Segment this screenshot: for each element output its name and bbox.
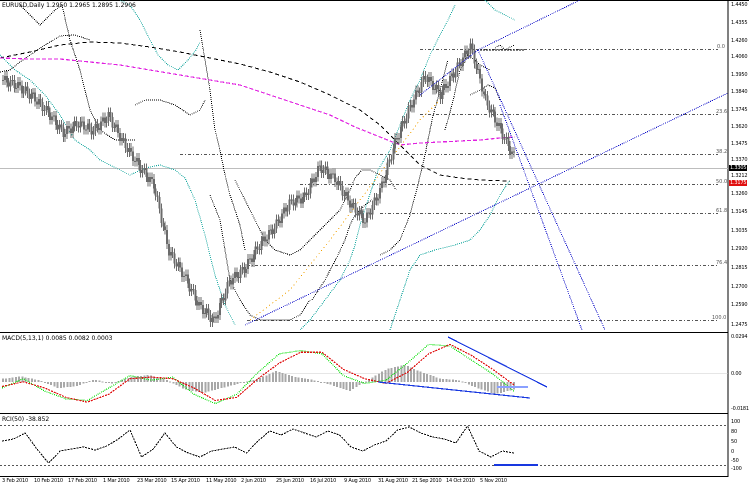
bollinger-outer xyxy=(0,0,516,331)
macd-divergence-lines xyxy=(377,336,548,399)
date-tick: 11 May 2010 xyxy=(206,478,237,484)
signal-line xyxy=(1,343,515,403)
date-tick: 9 Aug 2010 xyxy=(344,478,371,484)
date-tick: 31 Aug 2010 xyxy=(378,478,408,484)
rci-title: RCI(50) -38.852 xyxy=(2,416,50,423)
price-tick: 1.2920 xyxy=(731,246,748,252)
rsi-levels xyxy=(0,425,728,466)
price-tick: 1.3260 xyxy=(731,191,748,197)
macd-tick: 0.00 xyxy=(731,371,742,377)
price-tick: 1.3745 xyxy=(731,107,748,113)
fib-label: 61.8 xyxy=(716,208,728,214)
trendlines xyxy=(244,0,729,331)
price-tick: 1.2590 xyxy=(731,302,748,308)
date-tick: 2 Jun 2010 xyxy=(241,478,266,484)
date-tick: 17 Feb 2010 xyxy=(68,478,97,484)
macd-line xyxy=(1,343,515,405)
date-tick: 3 Feb 2010 xyxy=(2,478,28,484)
date-tick: 23 Mar 2010 xyxy=(137,478,167,484)
macd-title: MACD(5,13,1) 0.0085 0.0082 0.0003 xyxy=(2,335,113,342)
bid-price-tag: 1.3175 xyxy=(729,180,748,186)
ma-long xyxy=(0,41,511,182)
fib-label: 76.4 xyxy=(716,260,728,266)
price-tick: 1.3475 xyxy=(731,141,748,147)
rci-tick: 0 xyxy=(731,449,734,455)
fib-label: 38.2 xyxy=(716,149,728,155)
date-tick: 15 Apr 2010 xyxy=(171,478,200,484)
macd-tick: 0.0294 xyxy=(731,334,748,340)
fib-label: 50.0 xyxy=(716,179,728,185)
rci-tick: 80 xyxy=(731,429,737,435)
rci-tick: 100 xyxy=(731,419,740,425)
symbol-title: EURUSD,Daily 1.2950 1.2965 1.2895 1.2906 xyxy=(2,2,136,9)
price-tick: 1.2475 xyxy=(731,322,748,328)
rci-tick: -100 xyxy=(731,466,742,472)
date-tick: 14 Oct 2010 xyxy=(446,478,475,484)
date-tick: 16 Jul 2010 xyxy=(310,478,337,484)
price-tick: 1.4450 xyxy=(731,2,748,8)
price-tick: 1.3840 xyxy=(731,89,748,95)
price-tick: 1.4355 xyxy=(731,20,748,26)
date-tick: 25 Jun 2010 xyxy=(276,478,304,484)
rci-tick: 50 xyxy=(731,439,737,445)
rci-tick: -50 xyxy=(731,458,739,464)
date-tick: 21 Sep 2010 xyxy=(412,478,442,484)
current-price-tag: 1.3305 xyxy=(729,165,748,171)
macd-tick: -0.0181 xyxy=(731,406,749,412)
date-tick: 5 Nov 2010 xyxy=(480,478,507,484)
price-tick: 1.2815 xyxy=(731,265,748,271)
date-tick: 1 Mar 2010 xyxy=(103,478,130,484)
ask-price-tag: 1.3212 xyxy=(731,173,748,179)
price-tick: 1.2700 xyxy=(731,284,748,290)
price-tick: 1.4260 xyxy=(731,38,748,44)
price-tick: 1.3145 xyxy=(731,209,748,215)
price-candles xyxy=(2,38,515,327)
date-tick: 10 Feb 2010 xyxy=(34,478,63,484)
fib-label: 0.0 xyxy=(717,44,725,50)
price-tick: 1.4060 xyxy=(731,54,748,60)
price-tick: 1.3620 xyxy=(731,124,748,130)
price-tick: 1.3035 xyxy=(731,228,748,234)
rci-line xyxy=(1,424,515,464)
price-tick: 1.3950 xyxy=(731,72,748,78)
fib-label: 23.6 xyxy=(716,109,728,115)
fib-label: 100.0 xyxy=(712,315,727,321)
price-tick: 1.3370 xyxy=(731,157,748,163)
orange-channel-line xyxy=(249,99,441,321)
